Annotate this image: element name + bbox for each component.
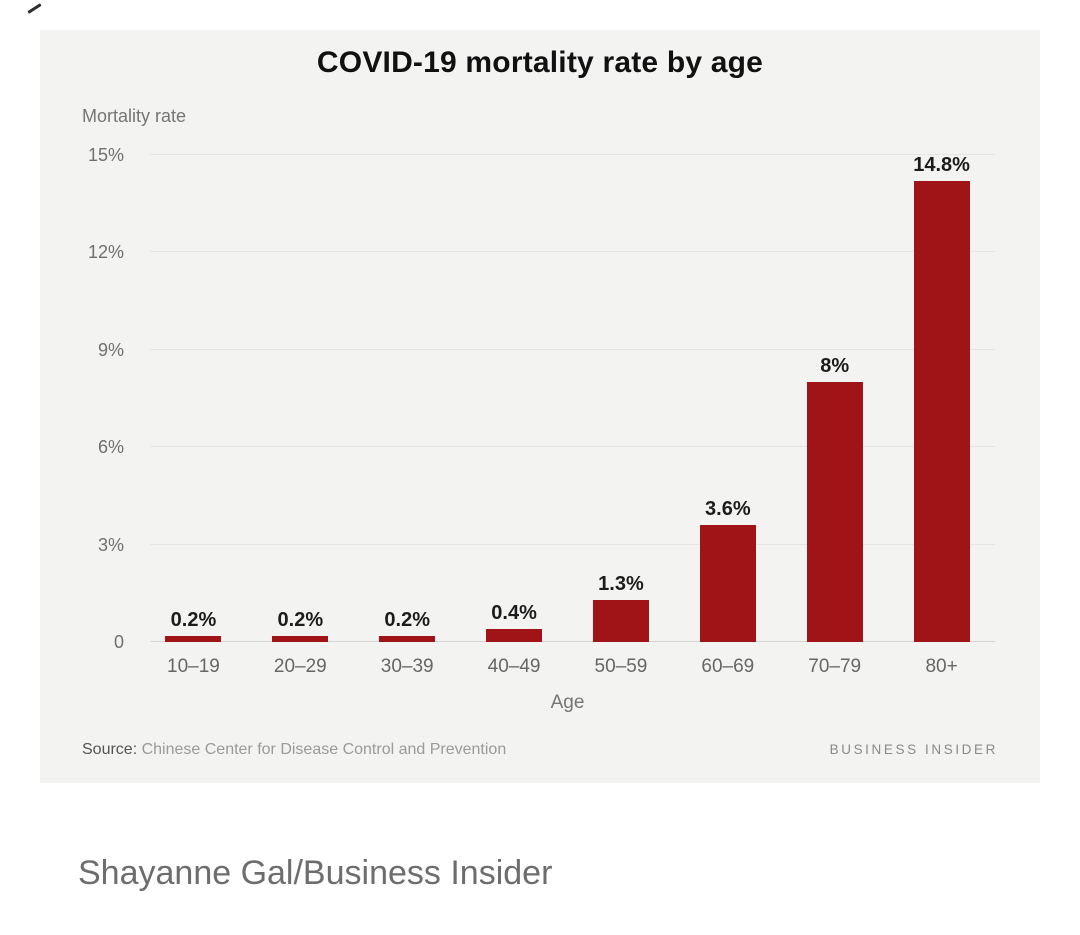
bar-column: 14.8% (888, 155, 995, 642)
gridline (150, 251, 995, 253)
gridline (150, 543, 995, 545)
y-tick-label: 6% (97, 437, 124, 458)
chart-card: COVID-19 mortality rate by age Mortality… (40, 30, 1040, 783)
y-tick-label: 12% (87, 242, 124, 263)
x-tick-label: 70–79 (808, 656, 862, 677)
bar-column: 8% (781, 155, 888, 642)
source-line: Source: Chinese Center for Disease Contr… (82, 741, 506, 759)
bar-value-label: 0.2% (384, 608, 430, 631)
source-text: Chinese Center for Disease Control and P… (137, 741, 507, 758)
bar (913, 181, 970, 642)
y-tick-label: 9% (97, 339, 124, 360)
y-axis-title: Mortality rate (82, 106, 187, 126)
bar-value-label: 1.3% (598, 572, 644, 595)
plot-area: 0.2% 0.2% 0.2% 0.4% 1.3% 3.6% 8% 14.8% (140, 154, 995, 642)
gridline (150, 154, 995, 155)
stray-mark (27, 3, 42, 14)
x-tick-label: 50–59 (594, 656, 648, 677)
bar (699, 525, 756, 642)
bar (486, 629, 543, 642)
bars: 0.2% 0.2% 0.2% 0.4% 1.3% 3.6% 8% 14.8% (140, 155, 995, 642)
bar (806, 382, 863, 642)
source-label: Source: (82, 741, 138, 758)
x-tick-label: 80+ (925, 656, 958, 677)
brand-wordmark: BUSINESS INSIDER (829, 742, 998, 757)
bar-column: 0.2% (354, 155, 461, 642)
bar-value-label: 0.4% (491, 602, 537, 625)
x-axis-labels: 10–19 20–29 30–39 40–49 50–59 60–69 70–79 80+ (140, 656, 995, 678)
y-tick-label: 0 (113, 632, 124, 652)
bar-value-label: 0.2% (170, 608, 217, 631)
x-tick-label: 40–49 (487, 656, 541, 677)
bar-column: 1.3% (568, 155, 675, 642)
x-tick-label: 30–39 (380, 656, 434, 677)
bar-value-label: 3.6% (705, 498, 751, 521)
bar (379, 635, 436, 642)
bar (272, 635, 329, 642)
x-axis-title: Age (550, 692, 585, 713)
bar-column: 3.6% (674, 155, 781, 642)
chart-title: COVID-19 mortality rate by age (316, 46, 764, 79)
gridline (150, 446, 995, 448)
gridline (150, 348, 995, 350)
bar-value-label: 0.2% (277, 608, 324, 631)
bar (592, 599, 649, 642)
bar-column: 0.2% (140, 155, 247, 642)
y-tick-label: 15% (87, 145, 124, 165)
x-tick-label: 20–29 (273, 656, 327, 677)
y-axis-labels: 0 3% 6% 9% 12% 15% (40, 146, 124, 651)
bar-column: 0.4% (461, 155, 568, 642)
credit-caption: Shayanne Gal/Business Insider (78, 854, 553, 892)
gridline (150, 641, 995, 642)
bar-value-label: 14.8% (913, 154, 970, 176)
bar (165, 635, 222, 642)
bar-column: 0.2% (247, 155, 354, 642)
x-tick-label: 60–69 (701, 656, 755, 677)
y-tick-label: 3% (97, 534, 124, 555)
bar-value-label: 8% (820, 355, 850, 378)
x-tick-label: 10–19 (167, 656, 220, 677)
